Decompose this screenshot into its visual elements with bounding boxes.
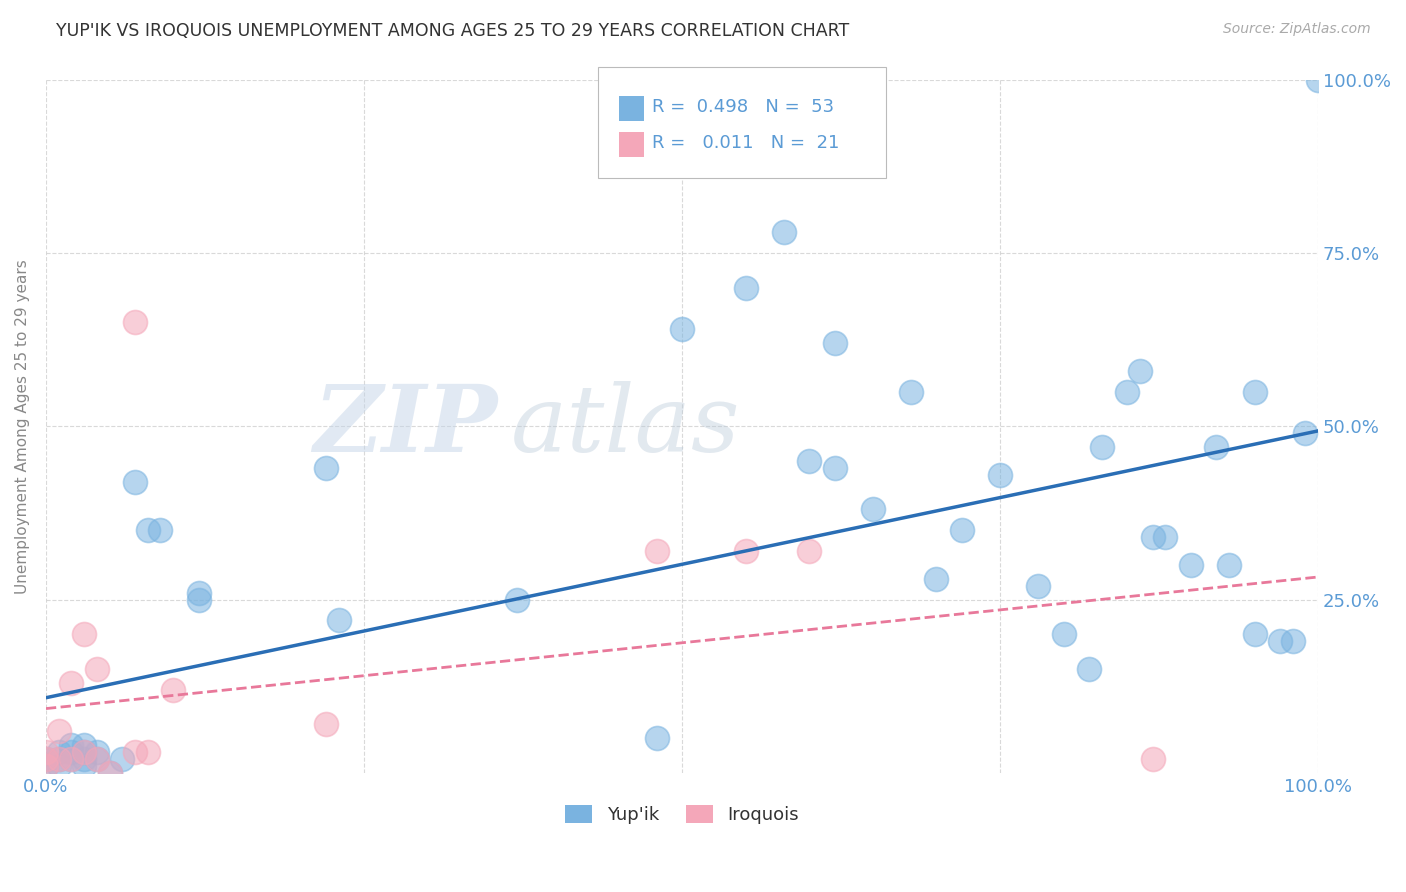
- Point: [1026, 579, 1049, 593]
- Legend: Yup'ik, Iroquois: Yup'ik, Iroquois: [555, 796, 808, 833]
- Point: [73, 745, 96, 759]
- Point: [86, 662, 108, 676]
- Point: [149, 523, 172, 537]
- Point: [1154, 530, 1177, 544]
- Point: [111, 752, 134, 766]
- Point: [900, 384, 922, 399]
- Point: [35, 752, 58, 766]
- Point: [1218, 558, 1240, 572]
- Point: [799, 544, 821, 558]
- Point: [136, 523, 159, 537]
- Point: [1142, 752, 1164, 766]
- Point: [35, 752, 58, 766]
- Point: [187, 585, 209, 599]
- Point: [1243, 627, 1265, 641]
- Point: [950, 523, 973, 537]
- Point: [187, 592, 209, 607]
- Point: [1180, 558, 1202, 572]
- Point: [1142, 530, 1164, 544]
- Text: R =  0.498   N =  53: R = 0.498 N = 53: [652, 98, 835, 116]
- Point: [48, 752, 70, 766]
- Point: [1116, 384, 1139, 399]
- Point: [124, 745, 146, 759]
- Point: [1053, 627, 1076, 641]
- Point: [734, 544, 756, 558]
- Point: [315, 717, 337, 731]
- Text: Source: ZipAtlas.com: Source: ZipAtlas.com: [1223, 22, 1371, 37]
- Text: R =   0.011   N =  21: R = 0.011 N = 21: [652, 134, 839, 152]
- Point: [328, 613, 350, 627]
- Point: [772, 226, 794, 240]
- Point: [73, 627, 96, 641]
- Point: [73, 759, 96, 773]
- Point: [162, 682, 184, 697]
- Point: [60, 675, 83, 690]
- Point: [136, 745, 159, 759]
- Point: [824, 336, 846, 351]
- Point: [35, 745, 58, 759]
- Point: [124, 315, 146, 329]
- Point: [73, 738, 96, 752]
- Point: [925, 572, 948, 586]
- Point: [48, 752, 70, 766]
- Point: [862, 502, 884, 516]
- Point: [35, 759, 58, 773]
- Point: [73, 752, 96, 766]
- Point: [48, 759, 70, 773]
- Point: [734, 281, 756, 295]
- Point: [35, 759, 58, 773]
- Point: [86, 752, 108, 766]
- Y-axis label: Unemployment Among Ages 25 to 29 years: Unemployment Among Ages 25 to 29 years: [15, 259, 30, 594]
- Point: [671, 322, 693, 336]
- Point: [86, 752, 108, 766]
- Point: [86, 745, 108, 759]
- Point: [60, 752, 83, 766]
- Point: [1243, 384, 1265, 399]
- Point: [1281, 634, 1303, 648]
- Point: [315, 461, 337, 475]
- Point: [799, 454, 821, 468]
- Point: [1205, 440, 1227, 454]
- Text: atlas: atlas: [510, 382, 740, 471]
- Point: [60, 745, 83, 759]
- Point: [1091, 440, 1114, 454]
- Point: [98, 765, 121, 780]
- Text: YUP'IK VS IROQUOIS UNEMPLOYMENT AMONG AGES 25 TO 29 YEARS CORRELATION CHART: YUP'IK VS IROQUOIS UNEMPLOYMENT AMONG AG…: [56, 22, 849, 40]
- Point: [645, 544, 668, 558]
- Point: [1129, 364, 1152, 378]
- Point: [60, 752, 83, 766]
- Point: [505, 592, 527, 607]
- Point: [1078, 662, 1101, 676]
- Point: [1308, 73, 1330, 87]
- Point: [1294, 426, 1316, 441]
- Text: ZIP: ZIP: [314, 382, 498, 471]
- Point: [73, 745, 96, 759]
- Point: [48, 724, 70, 739]
- Point: [988, 467, 1011, 482]
- Point: [124, 475, 146, 489]
- Point: [60, 738, 83, 752]
- Point: [98, 765, 121, 780]
- Point: [645, 731, 668, 745]
- Point: [1268, 634, 1291, 648]
- Point: [48, 745, 70, 759]
- Point: [824, 461, 846, 475]
